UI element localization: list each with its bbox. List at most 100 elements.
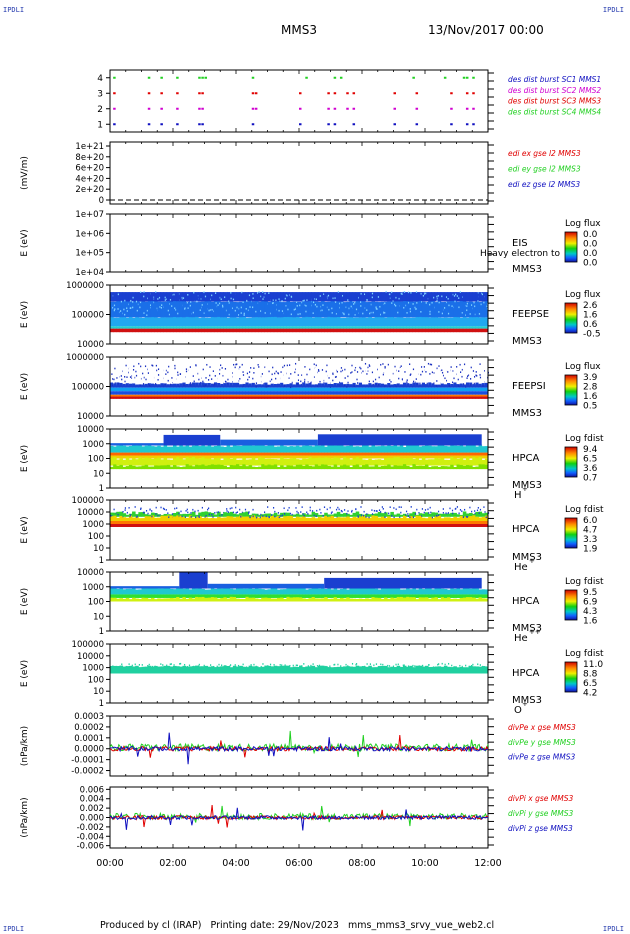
feepsi-cell [412,391,416,395]
hpca_hepp-cell [412,597,416,602]
hpca_h-cell [314,445,319,453]
hpca_he-cell [176,511,180,517]
feepsi-speck [332,372,334,375]
hpca_hepp-ytick-label: 10000 [77,568,104,578]
hpca_o-speck [373,664,375,667]
hpca_h-colorbar [564,446,578,478]
feepsi-cell [119,382,123,388]
hpca_o-cell [295,666,300,674]
feepsi-speck [250,367,252,369]
hpca_o-speck [447,662,450,665]
hpca_h-cell [343,457,347,466]
feepsi-speck [300,380,302,383]
hpca_he-cell [261,516,265,521]
feepse-cell [182,292,186,302]
feepsi-cell [273,391,278,395]
feepse-cell [412,328,416,333]
hpca_hepp-cell [478,594,483,598]
feepse-speck [424,292,426,295]
feepse-speck [371,296,373,299]
feepsi-cell [431,387,435,392]
feepsi-speck [125,364,127,367]
hpca_h-cell [418,465,423,470]
hpca_h-cell [110,452,114,456]
feepsi-speck [134,376,136,379]
feepsi-speck [275,370,277,373]
feepsi-cell [431,367,435,386]
feepse-cell [465,317,470,327]
feepse-speck [347,299,349,301]
hpca_h-cell [453,445,457,453]
feepsi-cell [371,367,375,386]
feepsi-cell [339,382,344,388]
hpca_o-speck [213,665,215,668]
hpca_he-cell [402,513,407,517]
feepsi-cell [362,367,366,386]
hpca_hepp-cell [314,598,319,602]
hpca_hepp-cell [333,594,338,598]
feepse-cell [399,301,404,318]
feepse-cell [311,326,316,329]
feepse-cell [428,328,432,333]
hpca_h-cell [176,466,180,470]
hpca_he-cell [125,521,130,524]
hpca_hepp-cell [465,597,470,602]
hpca_hepp-cell [295,587,300,595]
feepse-cell [440,292,445,302]
feepsi-cell [440,391,445,395]
burst-mark [465,76,469,79]
feepsi-speck [344,368,346,371]
hpca_h-cell [169,455,174,459]
feepse-cell [295,316,300,327]
hpca_hepp-cell [157,598,161,602]
hpca_h-cell [478,455,483,459]
feepsi-cell [276,367,281,386]
hpca_o-cell [270,666,275,674]
hpca_o-speck [292,664,294,667]
feepsi-cell [481,396,486,399]
hpca_he-cell [207,524,212,527]
hpca_o-speck [148,663,150,666]
hpca_h-cell [302,458,306,466]
hpca_h-cell [346,465,350,470]
feepsi-cell [223,367,227,386]
feepsi-cell [258,384,262,388]
hpca_h-cell [387,464,391,470]
feepsi-cell [119,387,123,392]
hpca_o-cell [185,666,190,674]
feepsi-cell [305,383,309,388]
feepsi-cell [418,387,423,392]
hpca_he-cell [317,521,322,524]
feepse-cell [465,326,470,329]
hpca_he-speck [347,510,349,512]
hpca_he-speck [336,516,338,518]
hpca_hepp-cell [144,594,149,598]
hpca_h-cell [195,464,199,470]
hpca_he-cell [472,521,476,524]
hpca_he-speck [267,506,269,508]
feepsi-cell [245,387,249,392]
hpca_hepp-cell [154,594,158,598]
feepsi-cell [195,396,199,399]
eis-ylabel: E (eV) [20,229,30,256]
feepse-cell [176,326,180,329]
hpca_o-speck [131,664,133,667]
feepsi-speck [401,378,404,381]
hpca_h-cell [213,455,218,459]
feepse-cell [421,301,426,318]
hpca_h-cell [431,446,435,453]
hpca_hepp-cell [163,598,168,602]
hpca_hepp-cell [431,597,435,602]
burst-mark [472,123,475,126]
feepsi-cell [207,382,212,388]
hpca_h-cell [163,455,168,459]
feepsi-cell [443,384,448,388]
burst-mark [393,107,396,110]
hpca_hepp-cell [261,594,265,598]
hpca_hepp-ytick-label: 10 [93,612,104,622]
hpca_h-cell [295,455,300,459]
hpca_he-cell [305,524,309,527]
hpca_hepp-cell [185,594,190,598]
feepse-speck [477,300,479,302]
hpca_h-cell [236,464,240,470]
